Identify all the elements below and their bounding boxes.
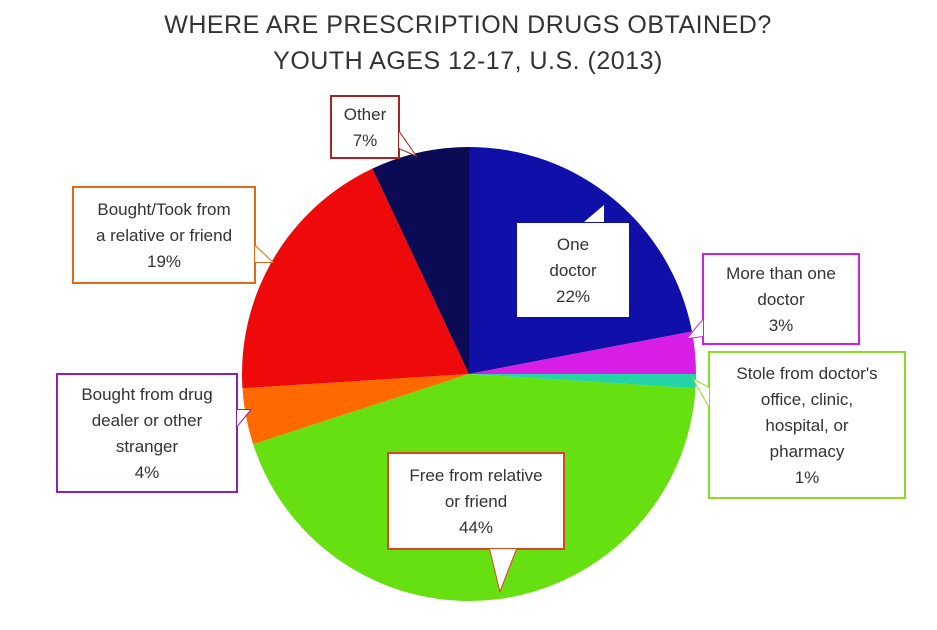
slice-label: or friend [445,492,507,511]
slice-label: Bought from drug [81,385,212,404]
slice-label: Stole from doctor's [736,364,877,383]
callout-bought-took-relative: Bought/Took from a relative or friend 19% [72,186,275,284]
callouts: One doctor 22% More than one doctor 3% Stole f… [56,95,906,594]
callout-box [72,186,256,284]
callout-box [56,373,238,493]
slice-label: One [557,235,589,254]
slice-percent-label: 7% [353,131,378,150]
slice-label: doctor [549,261,597,280]
slice-percent-label: 4% [135,463,160,482]
slice-percent-label: 1% [795,468,820,487]
slice-other [372,147,469,374]
callout-more-than-one-doctor: More than one doctor 3% [685,253,860,345]
slice-percent-label: 22% [556,287,590,306]
slice-stole [469,374,696,389]
slice-percent-label: 3% [769,316,794,335]
slice-label: hospital, or [765,416,848,435]
slice-percent-label: 44% [459,518,493,537]
callout-box [708,351,906,499]
slice-label: pharmacy [770,442,845,461]
callout-one-doctor: One doctor 22% [515,202,631,319]
slice-bought-from-dealer [242,374,469,445]
slice-label: More than one [726,264,836,283]
callout-stole: Stole from doctor's office, clinic, hospit… [691,351,906,499]
slice-label: stranger [116,437,179,456]
slice-more-than-one-doctor [469,331,696,374]
chart-title-line-1: WHERE ARE PRESCRIPTION DRUGS OBTAINED? [164,11,772,39]
slice-label: a relative or friend [96,226,232,245]
callout-box [330,95,400,159]
slice-percent-label: 19% [147,252,181,271]
slice-label: Bought/Took from [97,200,230,219]
slice-label: office, clinic, [761,390,853,409]
slice-label: dealer or other [92,411,203,430]
slice-label: Free from relative [409,466,542,485]
slice-label: Other [344,105,387,124]
slice-label: doctor [757,290,805,309]
slice-bought-took-relative [242,168,469,389]
callout-free-from-relative: Free from relative or friend 44% [387,452,565,594]
callout-bought-from-dealer: Bought from drug dealer or other stranger 4… [56,373,253,493]
callout-box [387,452,565,550]
callout-box [702,253,860,345]
chart-title-line-2: YOUTH AGES 12-17, U.S. (2013) [273,47,663,75]
callout-other: Other 7% [330,95,418,159]
callout-box [515,221,631,319]
